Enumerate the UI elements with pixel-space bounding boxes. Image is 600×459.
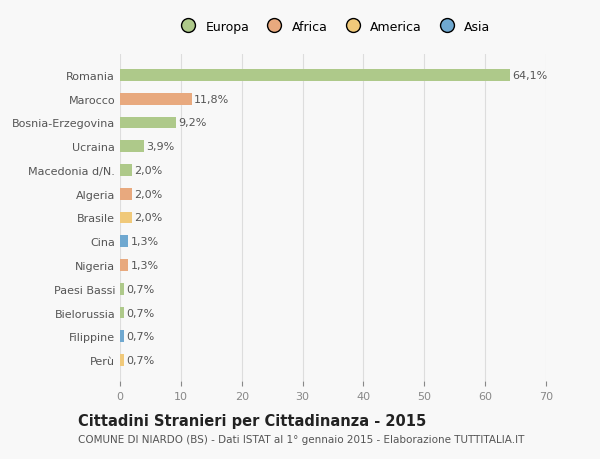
Bar <box>120 354 124 366</box>
Text: Cittadini Stranieri per Cittadinanza - 2015: Cittadini Stranieri per Cittadinanza - 2… <box>78 413 426 428</box>
Bar <box>120 70 510 82</box>
Bar <box>120 283 124 295</box>
Text: 0,7%: 0,7% <box>127 308 155 318</box>
Bar <box>120 259 128 271</box>
Text: 0,7%: 0,7% <box>127 331 155 341</box>
Text: 64,1%: 64,1% <box>512 71 548 81</box>
Text: 0,7%: 0,7% <box>127 284 155 294</box>
Text: 1,3%: 1,3% <box>130 260 158 270</box>
Text: COMUNE DI NIARDO (BS) - Dati ISTAT al 1° gennaio 2015 - Elaborazione TUTTITALIA.: COMUNE DI NIARDO (BS) - Dati ISTAT al 1°… <box>78 434 524 444</box>
Bar <box>120 212 132 224</box>
Bar <box>120 330 124 342</box>
Legend: Europa, Africa, America, Asia: Europa, Africa, America, Asia <box>170 16 496 39</box>
Text: 0,7%: 0,7% <box>127 355 155 365</box>
Text: 2,0%: 2,0% <box>134 189 163 199</box>
Text: 2,0%: 2,0% <box>134 213 163 223</box>
Bar <box>120 307 124 319</box>
Bar <box>120 118 176 129</box>
Bar <box>120 188 132 200</box>
Text: 1,3%: 1,3% <box>130 237 158 247</box>
Bar <box>120 141 144 153</box>
Text: 11,8%: 11,8% <box>194 95 229 105</box>
Bar <box>120 236 128 248</box>
Text: 3,9%: 3,9% <box>146 142 175 152</box>
Bar <box>120 94 192 106</box>
Text: 2,0%: 2,0% <box>134 166 163 176</box>
Text: 9,2%: 9,2% <box>178 118 207 128</box>
Bar <box>120 165 132 177</box>
